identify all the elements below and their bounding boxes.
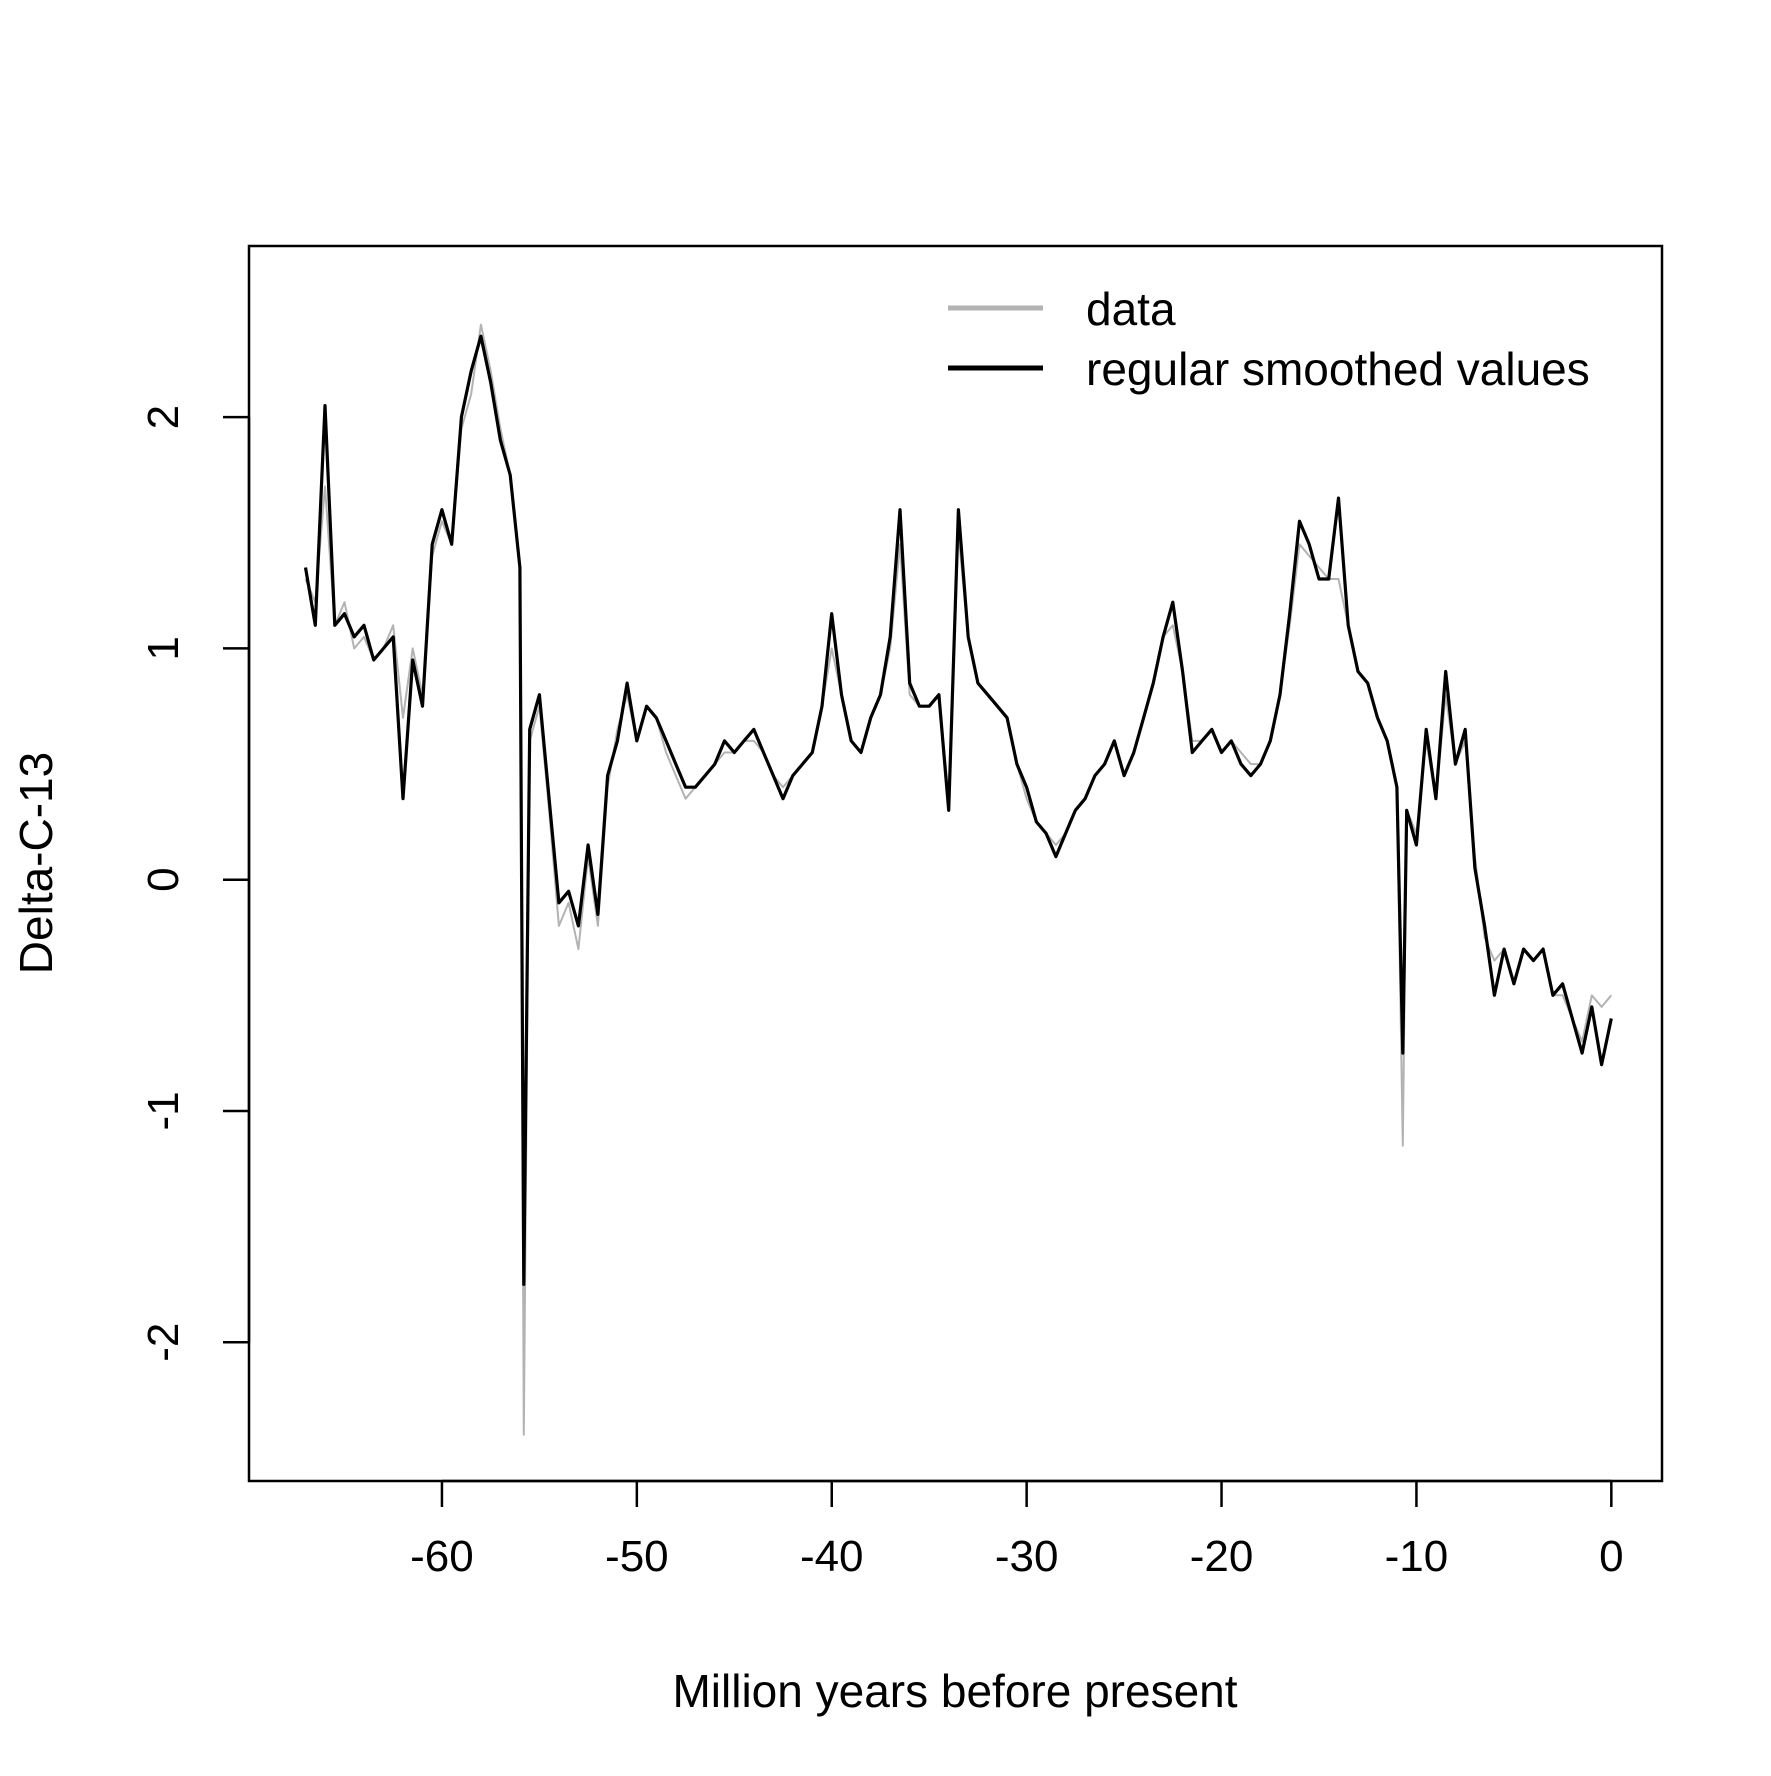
legend-label-smoothed: regular smoothed values xyxy=(1086,343,1590,395)
y-tick-label: -2 xyxy=(139,1323,188,1362)
data-layer xyxy=(303,323,1613,1436)
x-tick-label: -50 xyxy=(605,1532,669,1581)
x-axis-title: Million years before present xyxy=(672,1665,1237,1717)
x-tick-label: -60 xyxy=(410,1532,474,1581)
y-tick-label: 0 xyxy=(139,867,188,891)
x-axis: -60 -50 -40 -30 -20 -10 0 xyxy=(410,1479,1624,1581)
x-tick-label: -40 xyxy=(800,1532,864,1581)
x-tick-label: -30 xyxy=(995,1532,1059,1581)
y-tick-label: 2 xyxy=(139,405,188,429)
y-tick-label: -1 xyxy=(139,1091,188,1130)
x-tick-label: 0 xyxy=(1599,1532,1623,1581)
legend-label-data: data xyxy=(1086,283,1176,335)
series-line-smoothed xyxy=(303,334,1613,1287)
x-tick-label: -10 xyxy=(1385,1532,1449,1581)
legend: data regular smoothed values xyxy=(948,283,1590,395)
y-axis: -2 -1 0 1 2 xyxy=(139,405,251,1362)
y-axis-title: Delta-C-13 xyxy=(10,752,62,974)
y-tick-label: 1 xyxy=(139,636,188,660)
x-tick-label: -20 xyxy=(1190,1532,1254,1581)
